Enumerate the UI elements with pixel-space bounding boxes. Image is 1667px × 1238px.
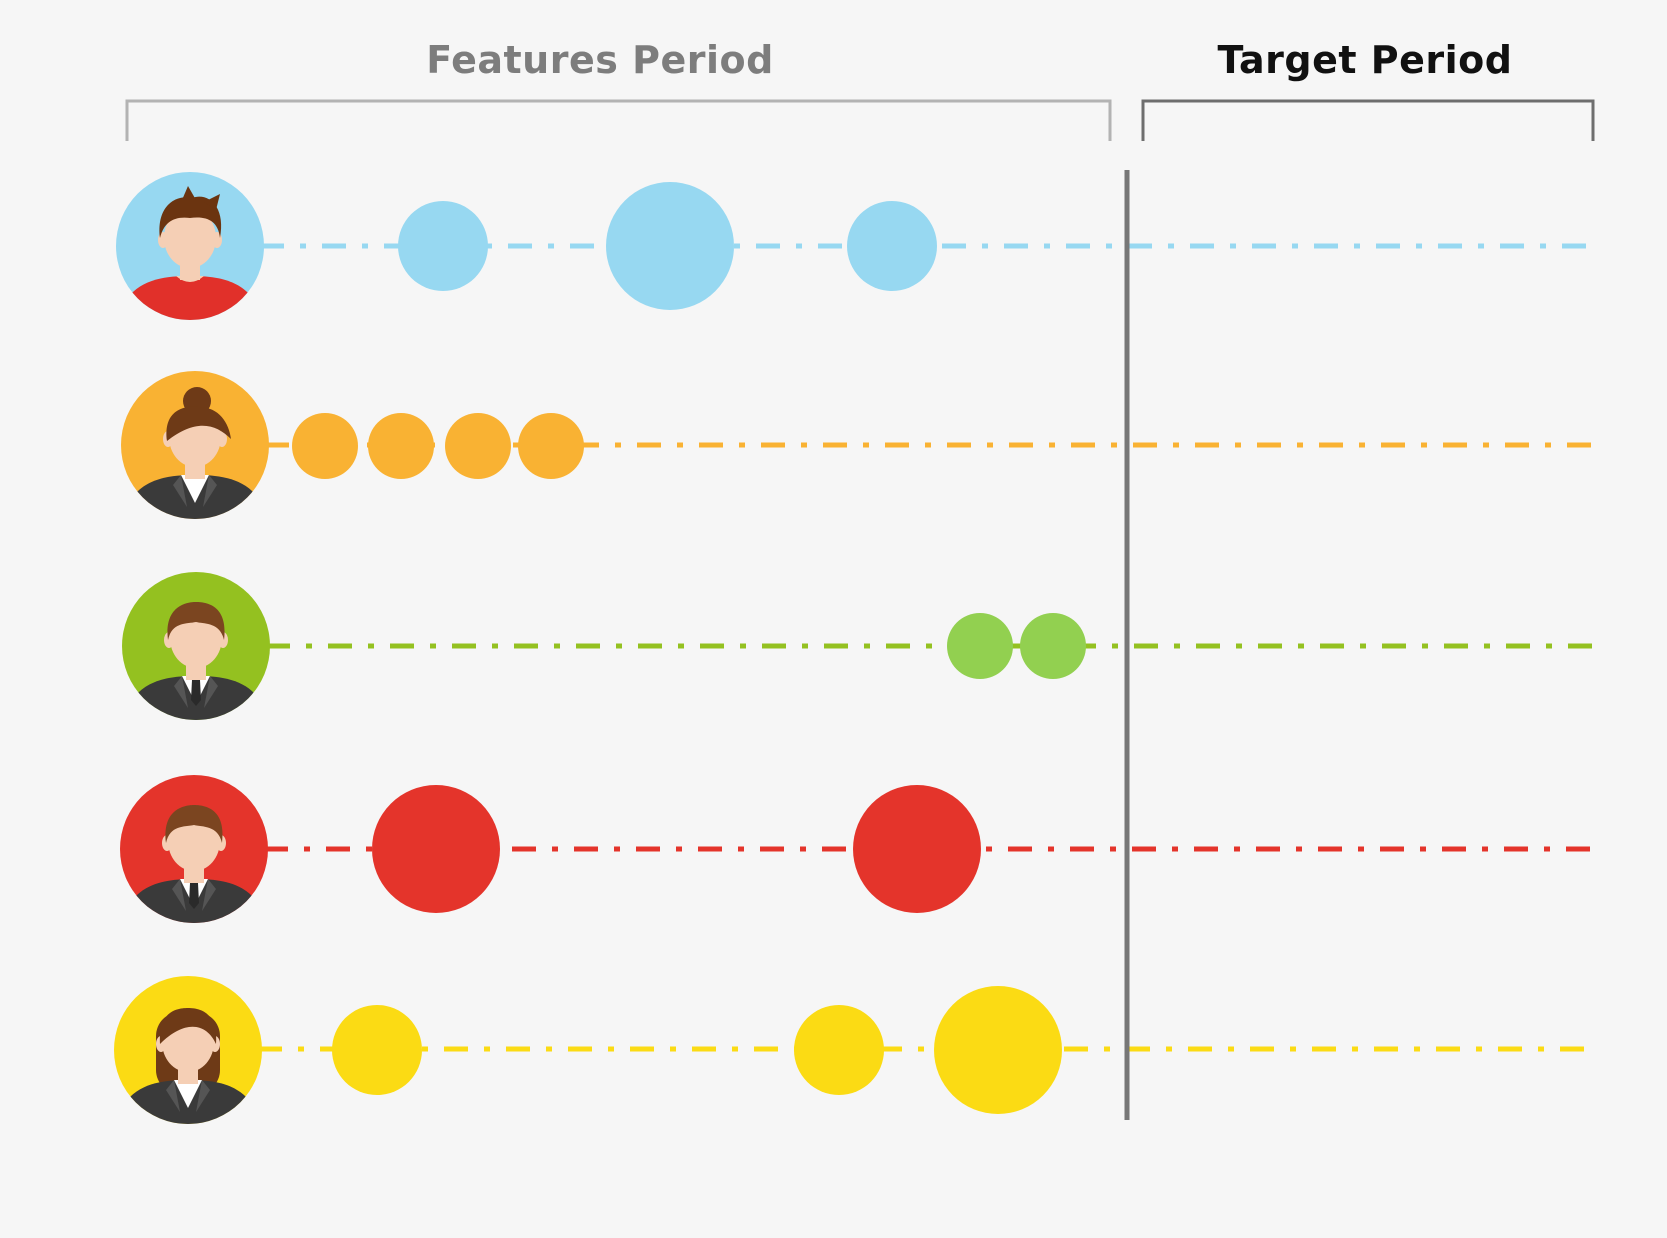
user-row-4: [120, 775, 1593, 923]
features-period-title: Features Period: [426, 38, 774, 82]
man-suit-tie-avatar: [122, 572, 270, 720]
event-dot: [947, 613, 1013, 679]
target-period-bracket: [1141, 99, 1595, 141]
woman-long-hair-avatar: [114, 976, 262, 1124]
user-row-5: [114, 976, 1593, 1124]
man-red-shirt-avatar: [116, 172, 264, 320]
event-dot: [853, 785, 981, 913]
target-period-title: Target Period: [1217, 38, 1513, 82]
event-dot: [934, 986, 1062, 1114]
man-suit-avatar: [120, 775, 268, 923]
event-dot: [332, 1005, 422, 1095]
event-dot: [606, 182, 734, 310]
event-dot: [445, 413, 511, 479]
event-dot: [1020, 613, 1086, 679]
woman-bun-suit-avatar: [121, 371, 269, 519]
event-dot: [368, 413, 434, 479]
user-row-3: [122, 572, 1593, 720]
event-dot: [398, 201, 488, 291]
user-row-1: [116, 172, 1593, 320]
event-dot: [292, 413, 358, 479]
features-period-bracket: [125, 99, 1112, 141]
event-dot: [847, 201, 937, 291]
event-dot: [372, 785, 500, 913]
event-dot: [518, 413, 584, 479]
user-row-2: [121, 371, 1593, 519]
event-dot: [794, 1005, 884, 1095]
